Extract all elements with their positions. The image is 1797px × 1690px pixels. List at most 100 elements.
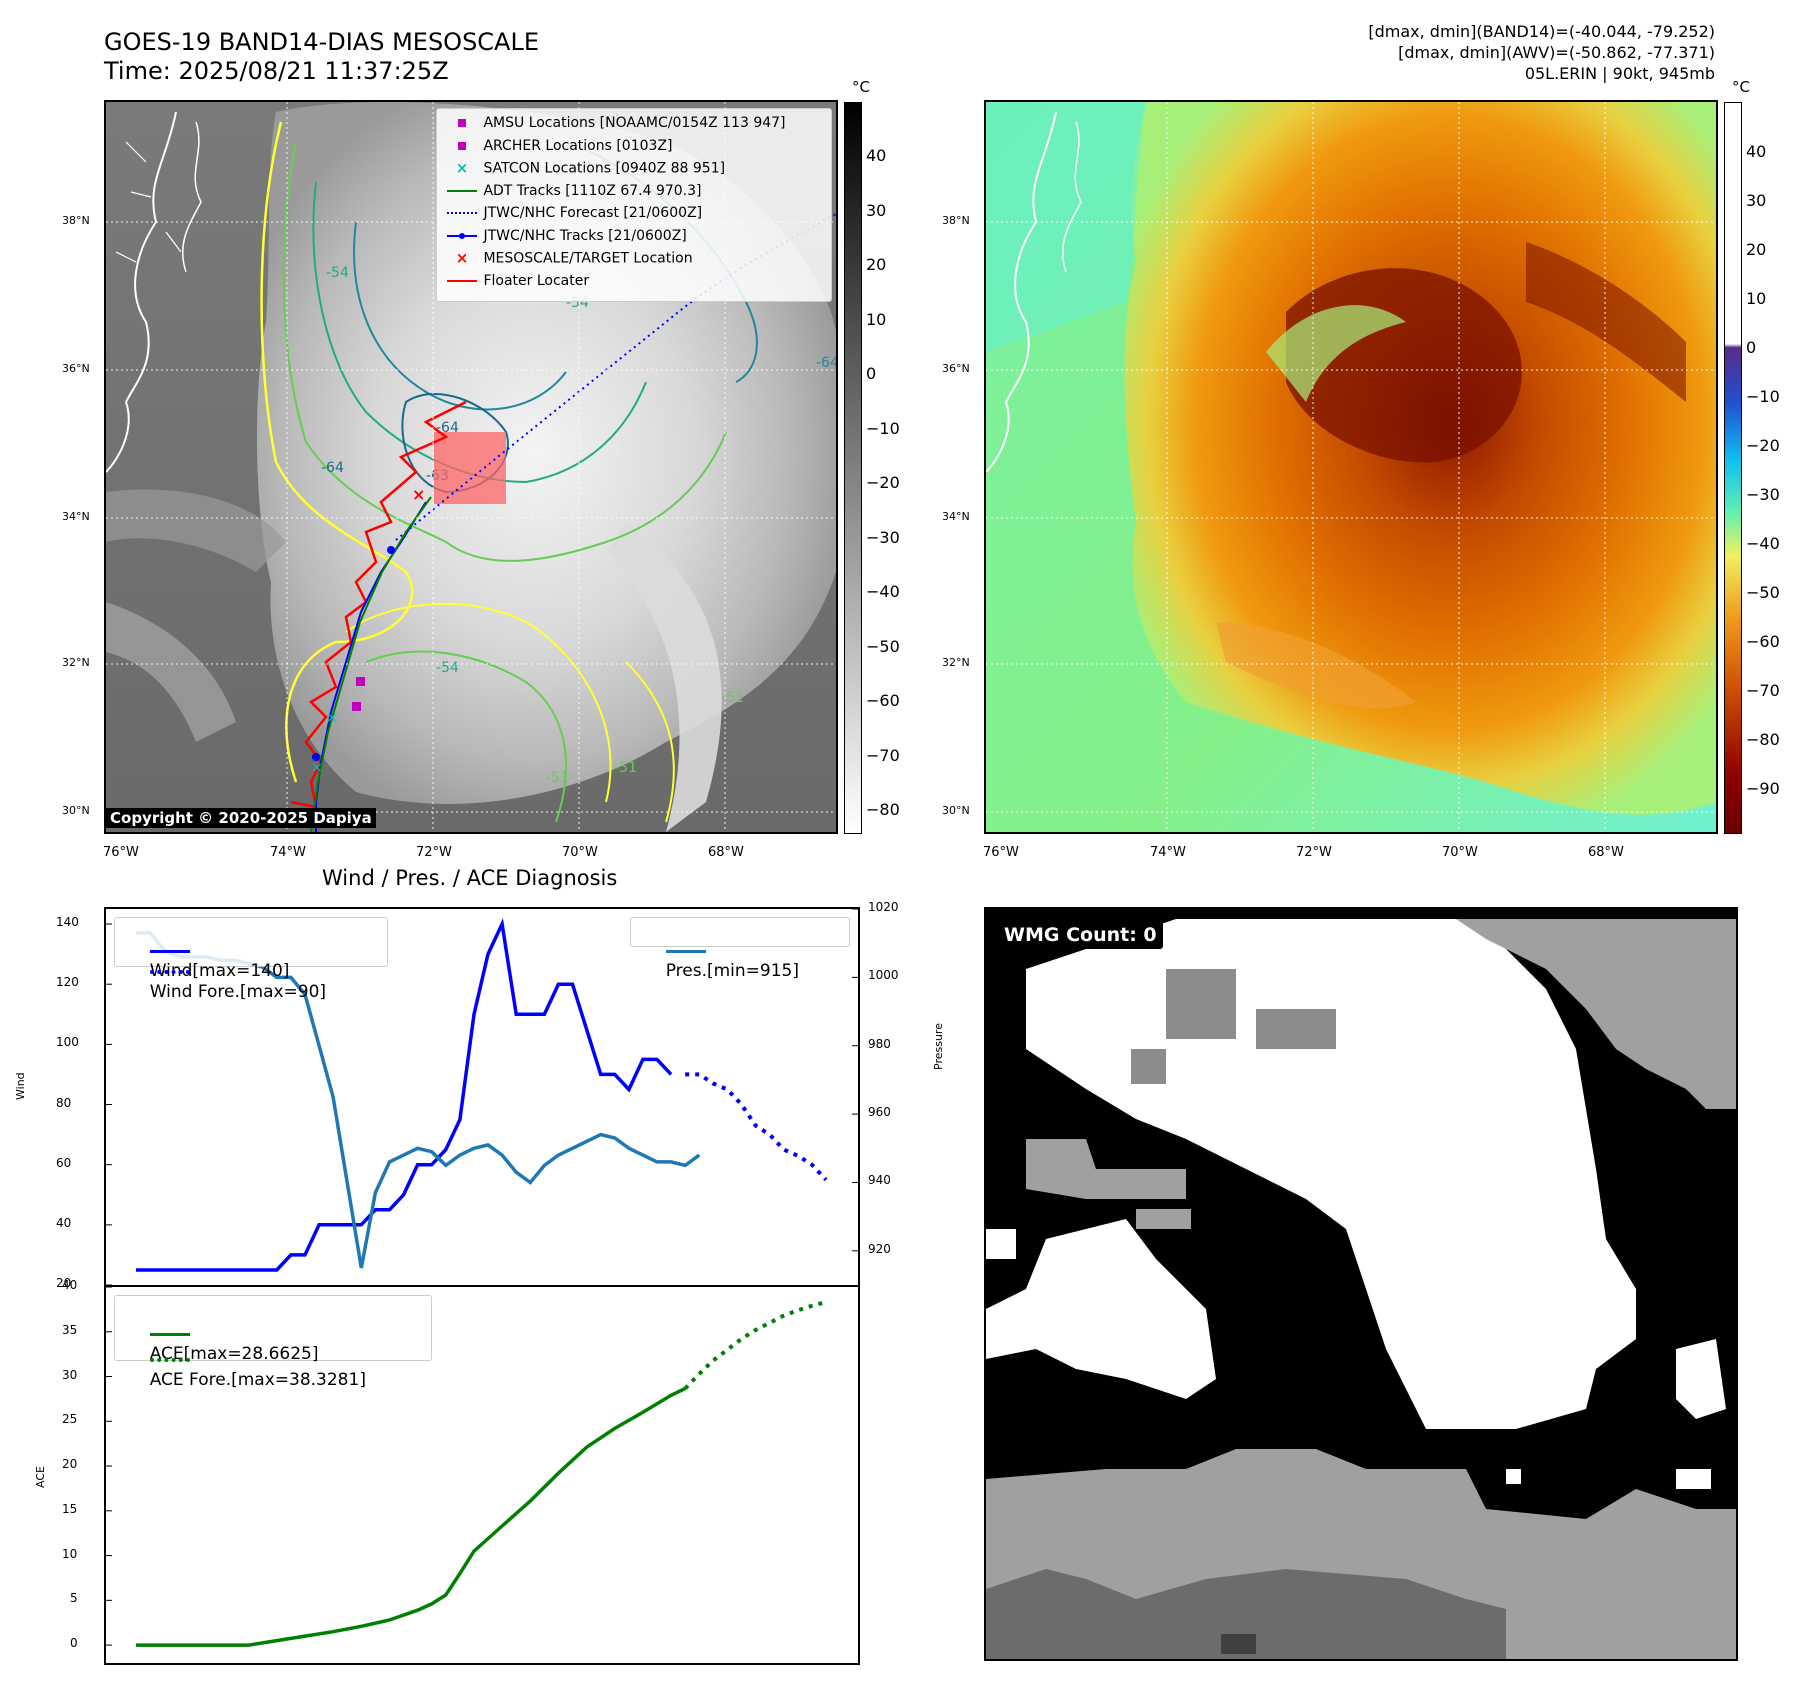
info-storm: 05L.ERIN | 90kt, 945mb: [1524, 64, 1715, 83]
awv-colorbar: [1724, 102, 1742, 834]
info-awv: [dmax, dmin](AWV)=(-50.862, -77.371): [1398, 43, 1715, 62]
colorbar-tick: −40: [866, 582, 900, 601]
ir-map-panel: -54 -64 -64 -64 -54 -63 -54 -51 -51 -51 …: [104, 100, 838, 834]
colorbar-tick: 30: [866, 200, 887, 220]
wind-legend-label: Wind[max=140]: [149, 961, 290, 981]
map-legend-item: ARCHER Locations [0103Z]: [445, 136, 672, 156]
map-legend-label: AMSU Locations [NOAAMC/0154Z 113 947]: [479, 115, 786, 131]
colorbar-tick: −20: [866, 473, 900, 492]
colorbar-tick: 0: [866, 364, 877, 383]
map-legend-item: JTWC/NHC Tracks [21/0600Z]: [445, 226, 687, 246]
wind-tick: 40: [56, 1215, 72, 1230]
wind-tick: 60: [56, 1155, 72, 1170]
info-band14: [dmax, dmin](BAND14)=(-40.044, -79.252): [1368, 22, 1715, 41]
svg-text:×: ×: [326, 710, 338, 726]
colorbar-tick: −60: [866, 691, 900, 710]
wind-tick: 120: [56, 975, 79, 990]
colorbar-tick: −40: [1746, 534, 1780, 553]
ace-tick: 15: [62, 1501, 78, 1516]
svg-text:×: ×: [311, 760, 323, 776]
wind-tick: 20: [56, 1276, 72, 1290]
wind-tick: 80: [56, 1095, 72, 1110]
ace-series-line-1: [683, 1300, 827, 1390]
map-legend-item: × MESOSCALE/TARGET Location: [445, 248, 693, 268]
ace-fore-legend-label: ACE Fore.[max=38.3281]: [149, 1370, 366, 1390]
contour-label: -64: [816, 355, 836, 371]
colorbar-tick: 20: [866, 255, 887, 274]
pressure-tick: 1000: [868, 968, 899, 983]
ace-legend-label: ACE[max=28.6625]: [149, 1344, 319, 1364]
colorbar-tick: −50: [866, 636, 900, 656]
ace-legend-row: ACE[max=28.6625]: [123, 1304, 319, 1364]
wind-legend-row: Wind[max=140]: [123, 921, 289, 981]
lat-label: 36°N: [942, 362, 970, 375]
pressure-legend: Pres.[min=915]: [630, 917, 850, 981]
pressure-tick: 960: [868, 1105, 891, 1120]
wmg-svg: [986, 909, 1736, 1659]
contour-label: -51: [721, 690, 744, 706]
colorbar-tick: 20: [1746, 240, 1767, 259]
map-legend-item: Floater Locater: [445, 271, 589, 291]
map-legend-item: AMSU Locations [NOAAMC/0154Z 113 947]: [445, 113, 786, 133]
lat-label: 30°N: [942, 804, 970, 817]
contour-label: -54: [326, 265, 349, 281]
ace-chart: ACE[max=28.6625] ACE Fore.[max=38.3281]: [104, 1285, 860, 1665]
map-legend-item: × SATCON Locations [0940Z 88 951]: [445, 158, 725, 178]
colorbar-tick: 0: [1746, 338, 1757, 357]
solid-line-icon: [445, 271, 479, 291]
awv-map-panel: [984, 100, 1718, 834]
ace-tick: 0: [70, 1636, 78, 1651]
colorbar-tick: −30: [1746, 485, 1780, 504]
pressure-tick: 1020: [868, 900, 899, 914]
lon-label: 72°W: [1296, 845, 1332, 860]
wmg-count-label: WMG Count: 0: [998, 921, 1163, 949]
diagnosis-title: Wind / Pres. / ACE Diagnosis: [322, 866, 618, 890]
colorbar-tick: 10: [1746, 289, 1767, 308]
colorbar-tick: −60: [1746, 632, 1780, 651]
wind-legend: Wind[max=140] Wind Fore.[max=90]: [114, 917, 388, 1002]
ace-tick: 10: [62, 1546, 78, 1561]
lat-label: 34°N: [942, 510, 970, 523]
pressure-axis-label: Pressure: [932, 1023, 945, 1070]
colorbar-tick: −70: [866, 745, 900, 765]
colorbar-tick: −50: [1746, 583, 1780, 602]
map-legend: AMSU Locations [NOAAMC/0154Z 113 947] AR…: [436, 108, 832, 302]
contour-label: -54: [436, 660, 459, 676]
ace-legend: ACE[max=28.6625] ACE Fore.[max=38.3281]: [114, 1295, 432, 1390]
colorbar-tick: −30: [866, 527, 900, 547]
colorbar-tick: −20: [1746, 436, 1780, 455]
colorbar-tick: 30: [1746, 191, 1767, 210]
lat-label: 38°N: [62, 214, 90, 227]
ace-tick: 35: [62, 1322, 78, 1337]
contour-label: -51: [614, 760, 637, 776]
ace-tick: 30: [62, 1367, 78, 1382]
pressure-legend-label: Pres.[min=915]: [665, 961, 800, 981]
colorbar-tick: −10: [866, 418, 900, 438]
lon-label: 72°W: [416, 845, 452, 860]
ace-fore-legend-row: ACE Fore.[max=38.3281]: [123, 1330, 366, 1390]
square-marker-icon: [445, 136, 479, 156]
wmg-panel: WMG Count: 0: [984, 907, 1738, 1661]
dotted-line-icon: [445, 203, 479, 223]
lat-label: 30°N: [62, 804, 90, 817]
map-legend-item: JTWC/NHC Forecast [21/0600Z]: [445, 203, 702, 223]
floater-track: [290, 400, 467, 809]
lon-label: 68°W: [708, 845, 744, 860]
contour-label: -64: [321, 460, 344, 476]
ace-tick: 40: [62, 1278, 78, 1292]
series-line-0: [136, 918, 673, 1272]
lat-label: 32°N: [62, 656, 90, 669]
map-legend-label: ARCHER Locations [0103Z]: [479, 137, 673, 154]
colorbar-tick: −90: [1746, 779, 1780, 798]
ace-axis-label: ACE: [34, 1466, 47, 1488]
wind-tick: 140: [56, 915, 79, 930]
mesoscale-target-box: [434, 432, 506, 504]
ace-tick: 25: [62, 1412, 78, 1427]
ace-svg: [106, 1287, 827, 1647]
map-legend-item: ADT Tracks [1110Z 67.4 970.3]: [445, 181, 701, 201]
lon-label: 70°W: [1442, 845, 1478, 860]
copyright-label: Copyright © 2020-2025 Dapiya: [106, 808, 376, 828]
lon-label: 70°W: [562, 845, 598, 860]
adt-track: [310, 496, 432, 832]
figure-title: GOES-19 BAND14-DIAS MESOSCALE: [104, 28, 540, 56]
